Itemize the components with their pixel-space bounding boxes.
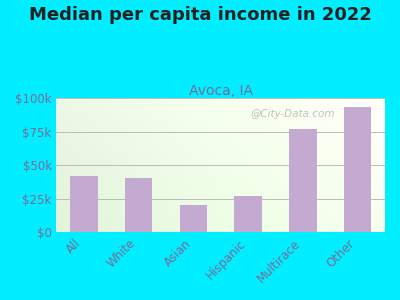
Bar [125,178,152,232]
Bar [70,176,98,232]
Bar [289,129,316,232]
Bar [234,196,262,232]
Text: Median per capita income in 2022: Median per capita income in 2022 [28,6,372,24]
Bar [344,107,371,232]
Title: Avoca, IA: Avoca, IA [189,84,253,98]
Text: @City-Data.com: @City-Data.com [251,109,335,119]
Bar [180,205,207,232]
